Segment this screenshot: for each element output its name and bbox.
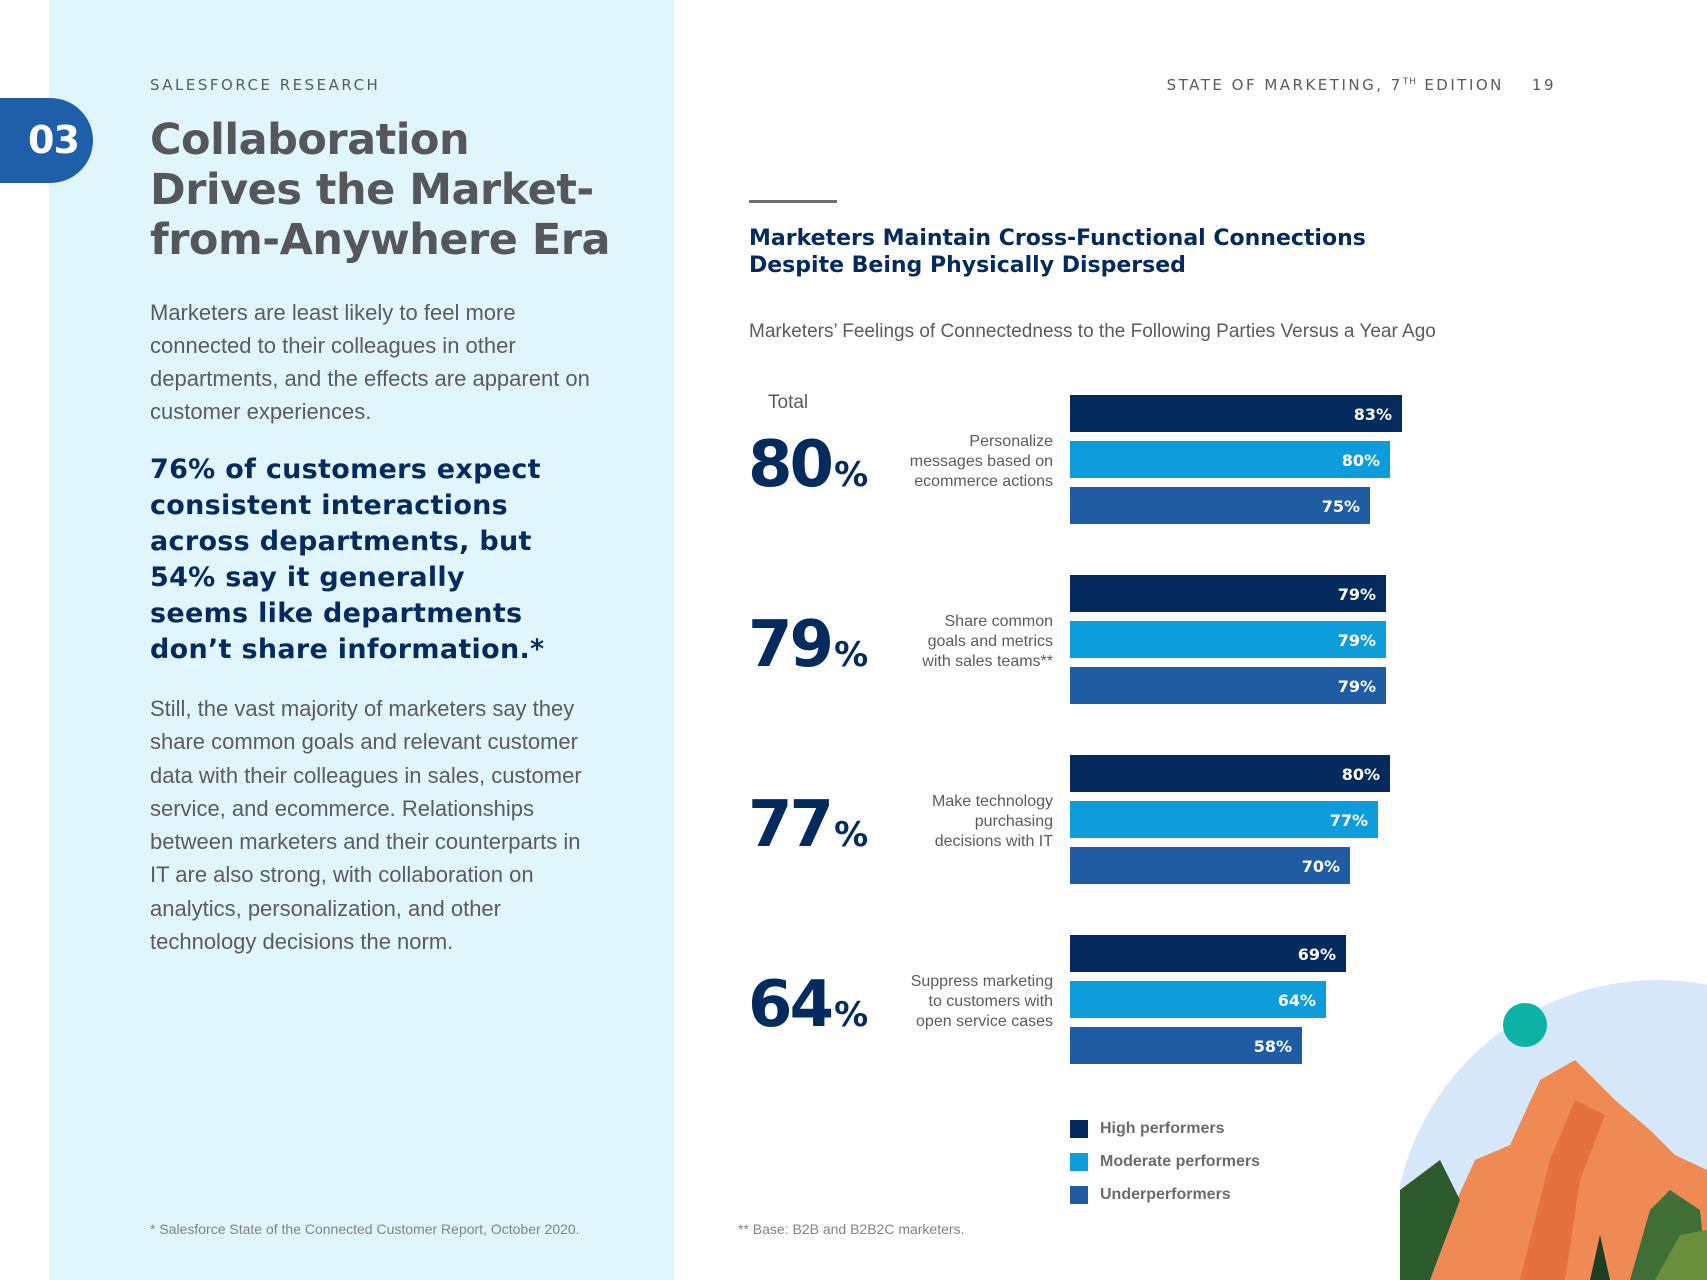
bar xyxy=(1070,801,1378,838)
legend-swatch xyxy=(1070,1152,1088,1171)
legend-label: Moderate performers xyxy=(1100,1152,1261,1170)
total-percent: 77% xyxy=(748,788,867,862)
bar-value-label: 64% xyxy=(1278,991,1316,1010)
total-label: Total xyxy=(768,392,809,413)
category-label: Make technology purchasing decisions with … xyxy=(932,793,1053,850)
bar xyxy=(1070,487,1370,524)
chart-legend: High performers Moderate performers Underp… xyxy=(1070,1112,1260,1211)
legend-item: High performers xyxy=(1070,1112,1260,1145)
bar-value-label: 58% xyxy=(1254,1037,1292,1056)
total-percent: 64% xyxy=(748,968,867,1042)
bar xyxy=(1070,621,1386,658)
kicker: SALESFORCE RESEARCH xyxy=(150,76,381,94)
category-label: Personalize messages based on ecommerce ac… xyxy=(910,433,1053,490)
bar-value-label: 83% xyxy=(1354,405,1392,424)
callout-statistic: 76% of customers expect consistent inter… xyxy=(150,454,545,665)
total-percent: 80% xyxy=(748,428,867,502)
section-number-tab: 03 xyxy=(0,98,93,183)
total-percent: 79% xyxy=(748,608,867,682)
bar xyxy=(1070,441,1390,478)
bar-value-label: 69% xyxy=(1298,945,1336,964)
bar-value-label: 70% xyxy=(1302,857,1340,876)
bar xyxy=(1070,755,1390,792)
bar xyxy=(1070,1027,1302,1064)
bar-value-label: 79% xyxy=(1338,631,1376,650)
bar-value-label: 80% xyxy=(1342,451,1380,470)
bar xyxy=(1070,847,1350,884)
bar-value-label: 75% xyxy=(1322,497,1360,516)
bar-value-label: 79% xyxy=(1338,585,1376,604)
legend-item: Moderate performers xyxy=(1070,1145,1260,1178)
legend-swatch xyxy=(1070,1119,1088,1138)
report-title: STATE OF MARKETING, 7 xyxy=(1166,76,1403,94)
report-title-superscript: TH xyxy=(1402,77,1418,87)
body-paragraph: Still, the vast majority of marketers sa… xyxy=(150,696,582,955)
mountain-illustration xyxy=(1400,980,1707,1280)
bar xyxy=(1070,667,1386,704)
chart-title: Marketers Maintain Cross-Functional Conn… xyxy=(749,226,1366,278)
bar xyxy=(1070,935,1346,972)
legend-label: Underperformers xyxy=(1100,1185,1231,1203)
page-title: Collaboration Drives the Market-from-Any… xyxy=(150,115,610,265)
bar-value-label: 79% xyxy=(1338,677,1376,696)
divider-rule xyxy=(749,200,837,203)
bar xyxy=(1070,981,1326,1018)
left-panel xyxy=(49,0,674,1280)
page-number: 19 xyxy=(1531,76,1556,94)
report-header: STATE OF MARKETING, 7TH EDITION 19 xyxy=(1167,76,1556,94)
bar xyxy=(1070,575,1386,612)
intro-paragraph: Marketers are least likely to feel more … xyxy=(150,300,590,424)
bar-value-label: 77% xyxy=(1330,811,1368,830)
legend-swatch xyxy=(1070,1185,1088,1204)
bar-value-label: 80% xyxy=(1342,765,1380,784)
legend-item: Underperformers xyxy=(1070,1178,1260,1211)
footnote-right: ** Base: B2B and B2B2C marketers. xyxy=(738,1221,965,1237)
bar xyxy=(1070,395,1402,432)
category-label: Share common goals and metrics with sales … xyxy=(921,613,1053,670)
chart-subtitle: Marketers’ Feelings of Connectedness to … xyxy=(749,321,1436,342)
report-title-suffix: EDITION xyxy=(1417,76,1504,94)
teal-dot-icon xyxy=(1503,1003,1547,1047)
footnote-left: * Salesforce State of the Connected Cust… xyxy=(150,1221,580,1237)
legend-label: High performers xyxy=(1100,1119,1225,1137)
category-label: Suppress marketing to customers with open … xyxy=(911,973,1053,1030)
